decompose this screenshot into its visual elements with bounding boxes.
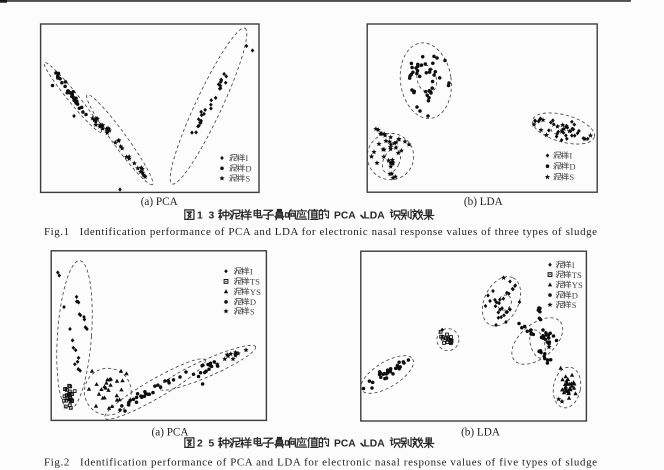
svg-text:I: I xyxy=(250,266,253,276)
svg-text:D: D xyxy=(569,161,575,171)
svg-text:I: I xyxy=(245,153,248,163)
svg-text:PCA: PCA xyxy=(334,439,356,450)
svg-text:S: S xyxy=(569,172,574,182)
svg-text:2: 2 xyxy=(197,439,203,450)
svg-text:(b) LDA: (b) LDA xyxy=(464,196,503,208)
svg-text:(a) PCA: (a) PCA xyxy=(152,426,189,438)
svg-text:(a) PCA: (a) PCA xyxy=(141,196,178,208)
svg-text:(b) LDA: (b) LDA xyxy=(461,426,500,438)
svg-text:I: I xyxy=(569,151,572,161)
svg-text:LDA: LDA xyxy=(364,439,386,450)
svg-text:5: 5 xyxy=(209,439,215,450)
svg-text:YS: YS xyxy=(250,287,261,297)
svg-text:TS: TS xyxy=(250,277,260,287)
svg-text:D: D xyxy=(572,290,578,300)
svg-text:S: S xyxy=(245,174,250,184)
svg-text:I: I xyxy=(572,260,575,270)
svg-text:D: D xyxy=(250,297,256,307)
svg-text:Fig.2 Identification perform: Fig.2 Identification performance of PCA … xyxy=(44,456,597,468)
svg-text:D: D xyxy=(245,164,251,174)
svg-text:S: S xyxy=(572,300,577,310)
svg-text:S: S xyxy=(250,306,255,316)
svg-text:1: 1 xyxy=(197,211,203,222)
svg-text:3: 3 xyxy=(209,211,215,222)
svg-text:TS: TS xyxy=(572,270,582,280)
svg-text:YS: YS xyxy=(572,280,583,290)
svg-text:Fig.1 Identification perform: Fig.1 Identification performance of PCA … xyxy=(44,226,597,238)
svg-text:LDA: LDA xyxy=(364,211,386,222)
svg-text:PCA: PCA xyxy=(334,211,356,222)
